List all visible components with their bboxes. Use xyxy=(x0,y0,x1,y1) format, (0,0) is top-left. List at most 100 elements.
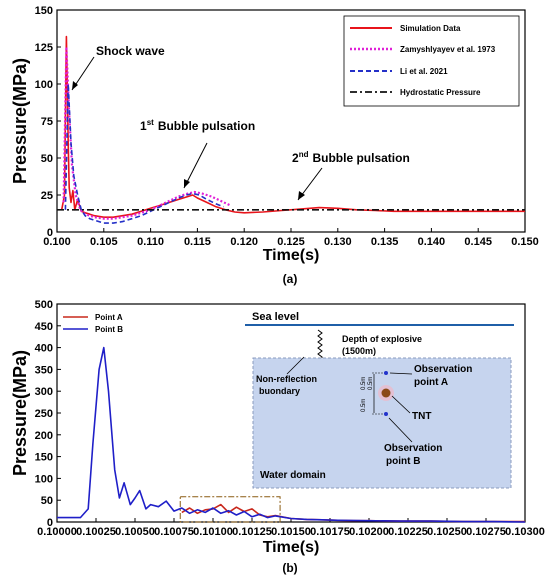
arrow-boundary xyxy=(286,356,305,375)
tnt-label: TNT xyxy=(412,411,431,422)
panel-label-b: (b) xyxy=(282,561,297,575)
xlabel-a: Time(s) xyxy=(263,247,320,264)
x-tick-label: 0.150 xyxy=(511,236,539,248)
x-tick-label: 0.10050 xyxy=(115,526,155,538)
annotation-1st-bubble: 1st Bubble pulsation xyxy=(140,118,255,133)
boundary-label: Non-reflection xyxy=(256,374,317,384)
obs-a-label-2: point A xyxy=(414,377,448,388)
x-tick-label: 0.10075 xyxy=(154,526,194,538)
x-tick-label: 0.10225 xyxy=(388,526,428,538)
obs-b-label: Observation xyxy=(384,443,442,454)
y-tick-label: 0 xyxy=(47,227,53,239)
y-tick-label: 100 xyxy=(35,79,53,91)
y-tick-label: 25 xyxy=(41,190,53,202)
x-tick-label: 0.130 xyxy=(324,236,352,248)
x-tick-label: 0.100 xyxy=(43,236,71,248)
x-tick-label: 0.110 xyxy=(137,236,164,248)
annotation-2nd-bubble: 2nd Bubble pulsation xyxy=(292,150,410,165)
legend-b-point-b: Point B xyxy=(95,325,123,334)
legend-a-hydro: Hydrostatic Pressure xyxy=(400,88,481,97)
axes-a: 0.100 0.105 0.110 0.115 0.120 0.125 0.130 0.135… xyxy=(35,5,539,248)
series-line-2 xyxy=(64,83,224,224)
y-tick-label: 75 xyxy=(41,116,53,128)
legend-b: Point A Point B xyxy=(63,313,123,334)
observation-point-a-marker xyxy=(384,371,388,375)
dist-b-label: 0.5m xyxy=(361,399,367,412)
arrowhead-2nd-bubble xyxy=(298,191,305,200)
panel-b: 0.10000 0.10025 0.10050 0.10075 0.10100 0.101… xyxy=(10,299,545,575)
legend-a: Simulation Data Zamyshlyayev et al. 1973… xyxy=(343,15,520,107)
x-tick-label: 0.10275 xyxy=(466,526,506,538)
legend-a-zam: Zamyshlyayev et al. 1973 xyxy=(400,45,496,54)
depth-value-label: (1500m) xyxy=(342,346,376,356)
x-tick-label: 0.10000 xyxy=(37,526,77,538)
y-tick-label: 150 xyxy=(35,452,53,464)
x-tick-label: 0.10300 xyxy=(505,526,545,538)
sea-level-label: Sea level xyxy=(252,311,299,323)
xlabel-b: Time(s) xyxy=(263,539,320,556)
y-tick-label: 450 xyxy=(35,321,53,333)
y-tick-label: 500 xyxy=(35,299,53,311)
panel-a: 0.100 0.105 0.110 0.115 0.120 0.125 0.130 0.135… xyxy=(10,5,539,286)
x-tick-label: 0.135 xyxy=(371,236,399,248)
y-tick-label: 350 xyxy=(35,364,53,376)
y-tick-label: 50 xyxy=(41,153,53,165)
x-tick-label: 0.10125 xyxy=(232,526,272,538)
legend-a-li: Li et al. 2021 xyxy=(400,67,448,76)
x-tick-label: 0.140 xyxy=(418,236,446,248)
x-tick-label: 0.10175 xyxy=(310,526,350,538)
observation-point-b-marker xyxy=(384,412,388,416)
arrow-obs-a xyxy=(389,372,413,375)
ylabel-b: Pressure(MPa) xyxy=(10,350,30,476)
y-tick-label: 50 xyxy=(41,495,53,507)
boundary-label-2: buondary xyxy=(259,386,300,396)
x-tick-label: 0.10150 xyxy=(271,526,311,538)
y-tick-label: 200 xyxy=(35,430,53,442)
arrow-tnt xyxy=(391,395,411,414)
y-tick-label: 125 xyxy=(35,42,53,54)
x-tick-label: 0.10250 xyxy=(427,526,467,538)
water-domain-label: Water domain xyxy=(260,470,326,481)
water-domain-box xyxy=(252,357,512,489)
annotation-shock-wave: Shock wave xyxy=(96,44,165,58)
panel-label-a: (a) xyxy=(283,272,298,286)
depth-label: Depth of explosive xyxy=(342,334,422,344)
series-b xyxy=(57,346,526,523)
arrowhead-shock-wave xyxy=(72,81,78,90)
axes-b: 0.10000 0.10025 0.10050 0.10075 0.10100 0.101… xyxy=(35,299,545,538)
arrowhead-1st-bubble xyxy=(184,179,190,188)
tnt-marker xyxy=(381,388,391,398)
legend-a-box xyxy=(343,15,520,107)
x-tick-label: 0.120 xyxy=(230,236,258,248)
depth-break-marker xyxy=(317,329,323,358)
y-tick-label: 250 xyxy=(35,408,53,420)
series-a xyxy=(57,35,525,224)
legend-b-point-a: Point A xyxy=(95,313,123,322)
y-tick-label: 300 xyxy=(35,386,53,398)
obs-a-label: Observation xyxy=(414,364,472,375)
y-tick-label: 100 xyxy=(35,473,53,485)
ylabel-a: Pressure(MPa) xyxy=(10,58,30,184)
legend-a-sim: Simulation Data xyxy=(400,24,461,33)
x-tick-label: 0.105 xyxy=(90,236,118,248)
dist-a-label-2: 0.5m xyxy=(368,377,374,390)
y-tick-label: 0 xyxy=(47,517,53,529)
inset-schematic: Sea level Depth of explosive (1500m) Non… xyxy=(245,311,514,489)
y-tick-label: 150 xyxy=(35,5,53,17)
x-tick-label: 0.10100 xyxy=(193,526,233,538)
x-tick-label: 0.115 xyxy=(184,236,211,248)
x-tick-label: 0.10200 xyxy=(349,526,389,538)
x-tick-label: 0.10025 xyxy=(76,526,116,538)
series-line-1 xyxy=(57,346,526,523)
x-tick-label: 0.145 xyxy=(464,236,492,248)
arrow-1st-bubble xyxy=(183,142,208,189)
annotations-a: Shock wave 1st Bubble pulsation 2nd Bubble… xyxy=(71,44,410,201)
obs-b-label-2: point B xyxy=(386,456,420,467)
arrow-obs-b xyxy=(388,417,413,443)
x-tick-label: 0.125 xyxy=(277,236,305,248)
y-tick-label: 400 xyxy=(35,343,53,355)
dist-a-label: 0.5m xyxy=(361,377,367,390)
series-line-1 xyxy=(62,45,231,220)
